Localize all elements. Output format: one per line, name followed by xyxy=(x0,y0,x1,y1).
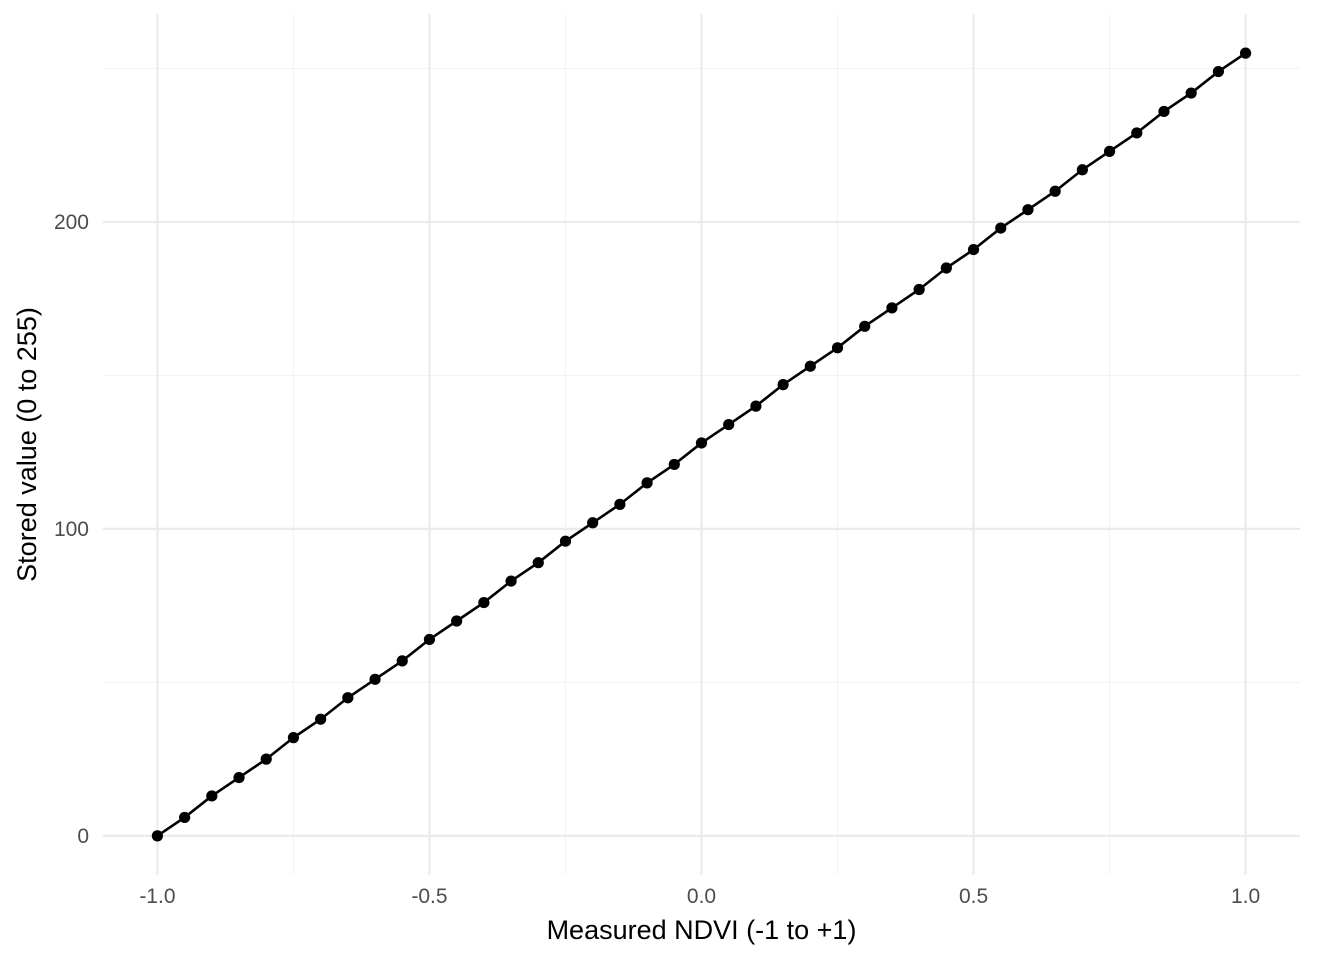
grid-layer xyxy=(103,14,1300,875)
data-point xyxy=(451,615,463,627)
data-point xyxy=(151,830,164,842)
x-tick-label: 0.5 xyxy=(959,885,988,908)
data-point xyxy=(886,302,898,314)
data-point xyxy=(233,771,245,784)
data-point xyxy=(287,732,300,744)
data-point xyxy=(532,557,544,569)
series-layer xyxy=(151,47,1252,842)
data-point xyxy=(179,811,191,824)
data-point xyxy=(342,692,354,704)
data-point xyxy=(831,342,844,354)
tick-labels: -1.0 -0.5 0.0 0.5 1.0 0 100 200 xyxy=(54,211,1260,908)
y-tick-label: 100 xyxy=(54,518,89,541)
data-point xyxy=(1103,145,1116,157)
data-point xyxy=(1212,65,1224,78)
data-point xyxy=(423,633,436,646)
data-point xyxy=(206,790,218,802)
data-point xyxy=(315,713,327,725)
data-point xyxy=(559,535,572,547)
data-point xyxy=(913,283,925,296)
data-point xyxy=(587,517,599,529)
data-point xyxy=(859,320,871,332)
data-point xyxy=(723,418,735,431)
data-point xyxy=(505,575,517,587)
data-point xyxy=(1049,185,1061,197)
data-point xyxy=(260,753,272,765)
data-point xyxy=(396,655,408,667)
data-point xyxy=(995,222,1007,234)
data-point xyxy=(1239,47,1252,59)
data-point xyxy=(967,243,980,256)
data-point xyxy=(750,400,762,412)
x-tick-label: -1.0 xyxy=(139,885,175,908)
data-point xyxy=(940,262,952,274)
data-point xyxy=(777,379,789,391)
data-point xyxy=(614,498,626,510)
x-tick-label: 1.0 xyxy=(1231,885,1260,908)
data-point xyxy=(369,673,381,685)
y-tick-label: 0 xyxy=(77,825,89,848)
data-point xyxy=(1185,87,1197,99)
data-point xyxy=(804,360,816,372)
x-axis-title: Measured NDVI (-1 to +1) xyxy=(547,915,857,945)
data-point xyxy=(1158,105,1170,118)
data-point xyxy=(668,458,680,471)
data-point xyxy=(1022,204,1034,216)
data-point xyxy=(1076,164,1088,176)
x-tick-label: -0.5 xyxy=(411,885,447,908)
data-point xyxy=(695,437,708,449)
data-point xyxy=(1131,127,1143,139)
x-tick-label: 0.0 xyxy=(687,885,716,908)
y-axis-title: Stored value (0 to 255) xyxy=(12,307,42,582)
data-point xyxy=(641,477,653,489)
y-tick-label: 200 xyxy=(54,211,89,234)
data-point xyxy=(478,596,490,609)
